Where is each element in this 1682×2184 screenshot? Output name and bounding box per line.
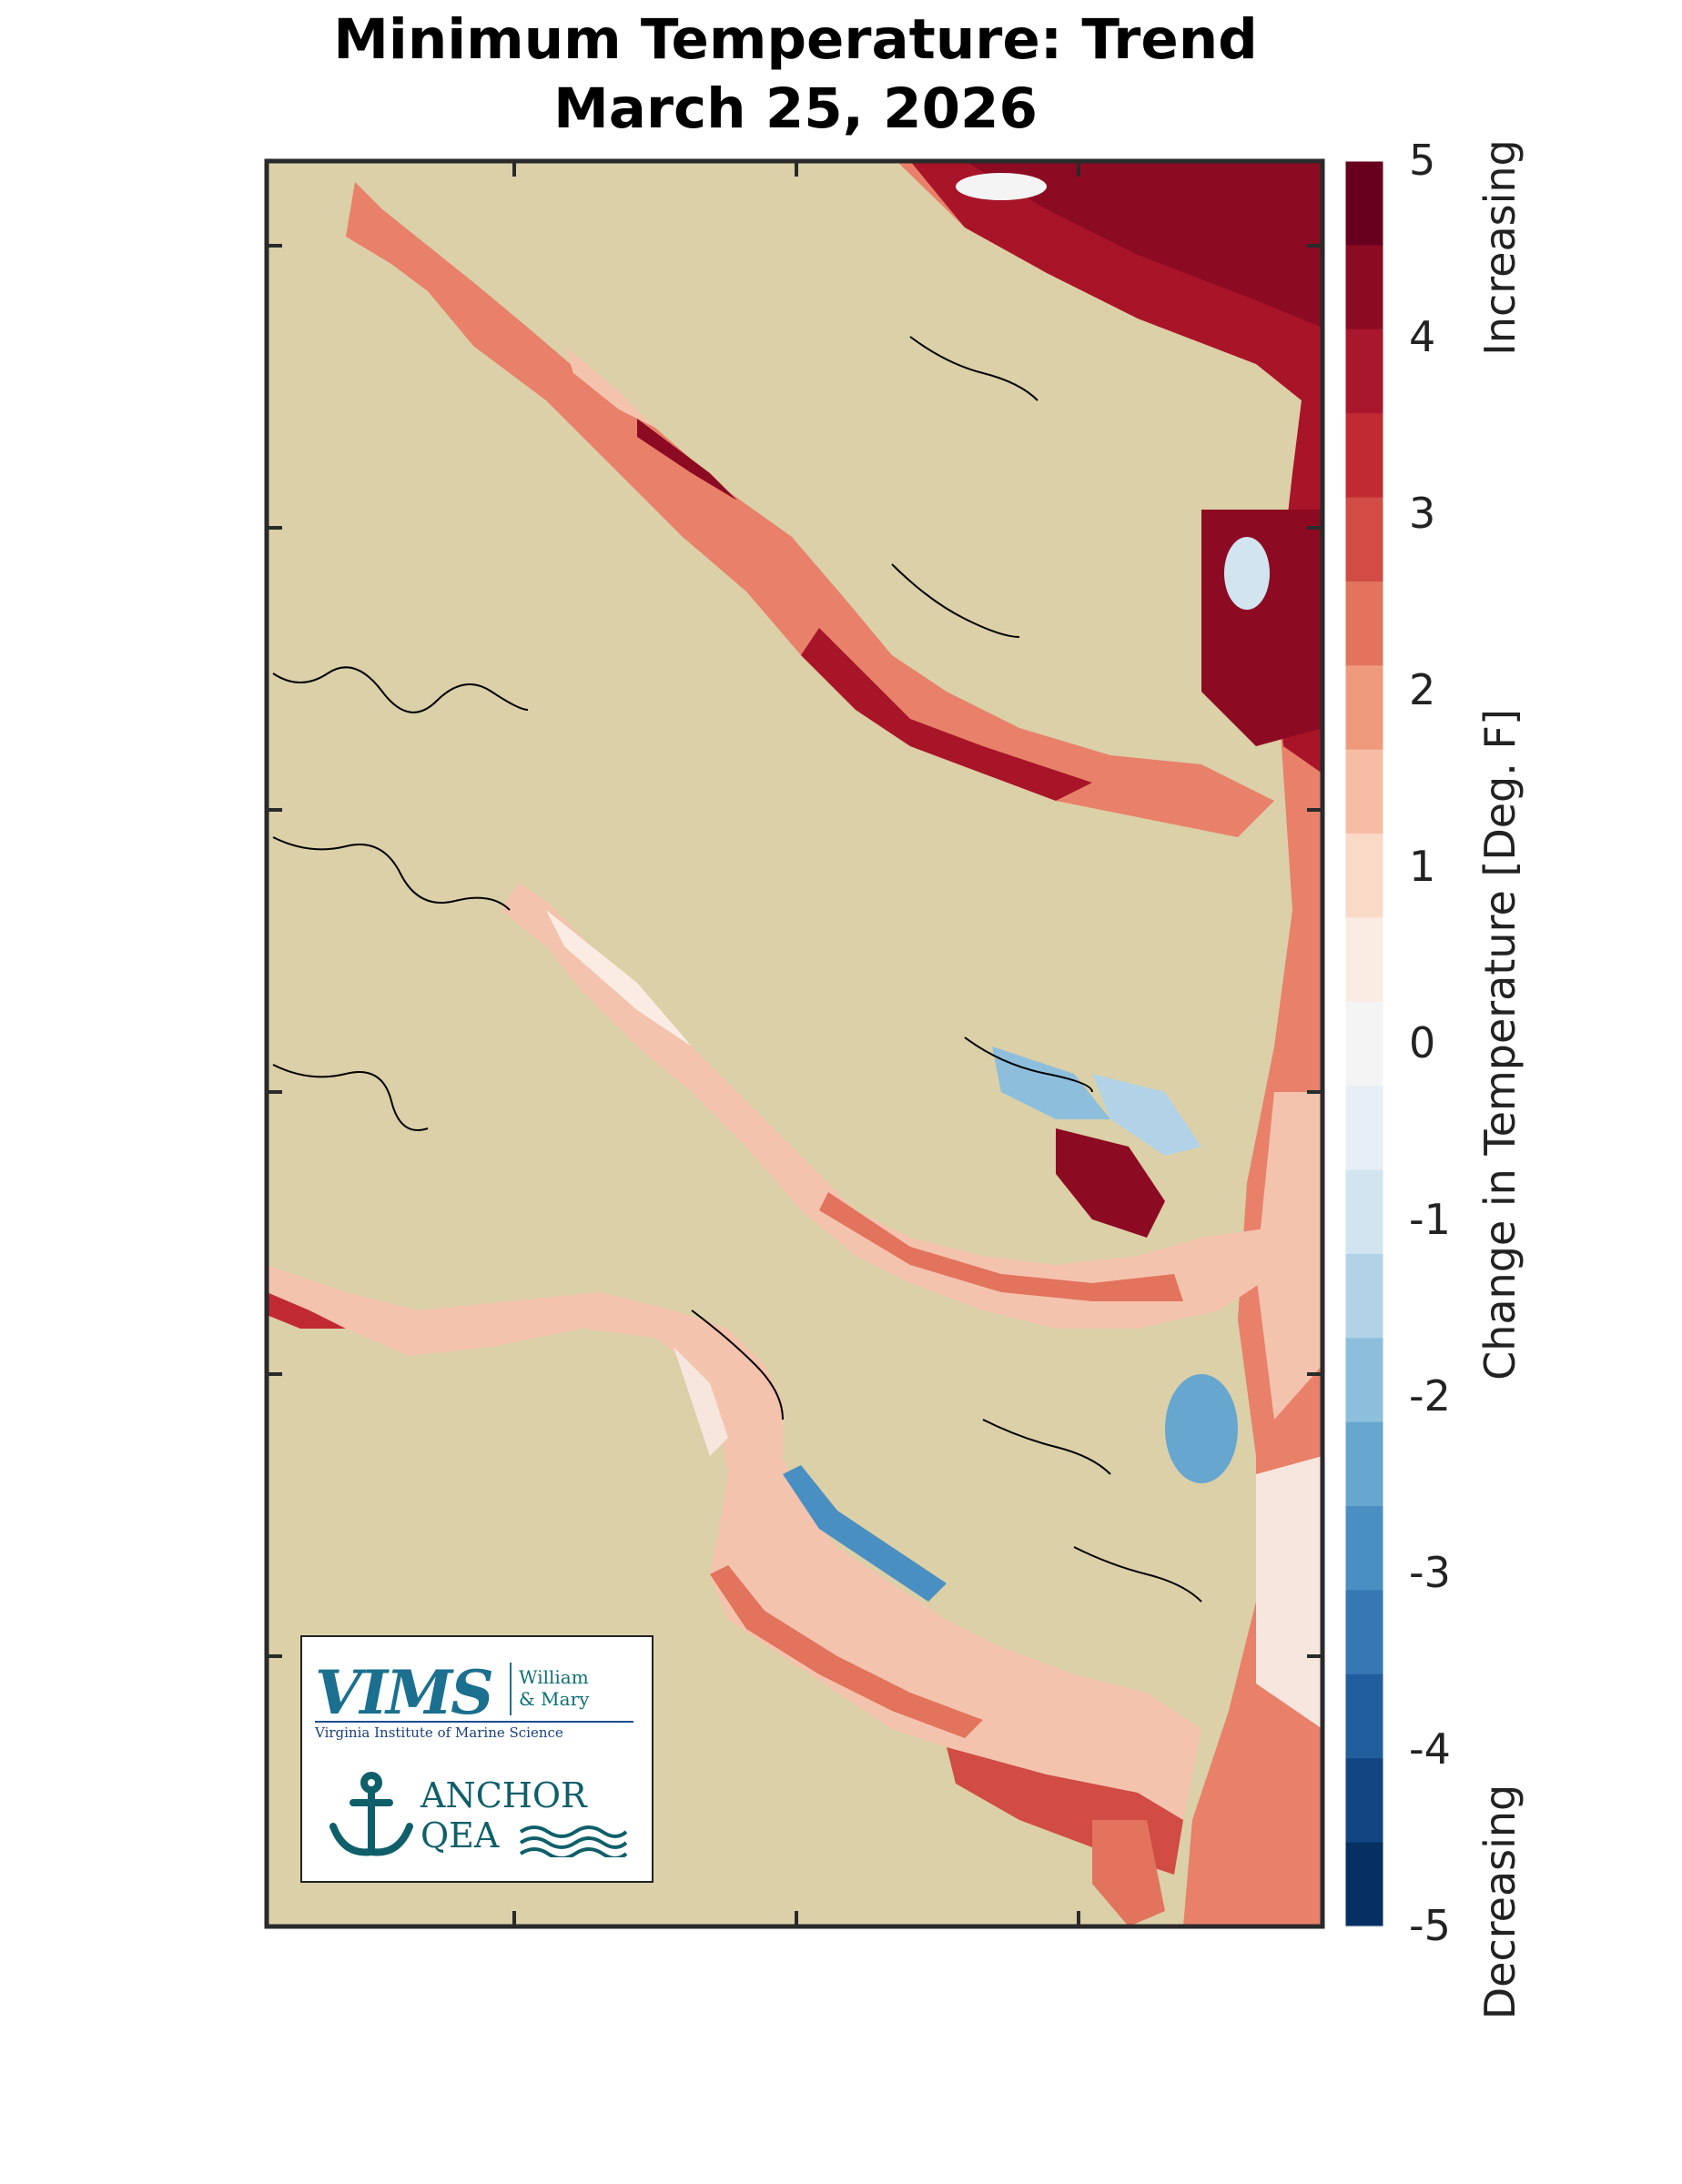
shoreline-details [272,336,1202,1603]
colorbar-tick-label: 4 [1409,312,1436,361]
logo-box: VIMS William & Mary Virginia Institute o… [300,1635,654,1883]
chesapeake-bay [897,161,1322,1926]
colorbar-segment [1345,161,1383,246]
colorbar-segment [1345,329,1383,414]
anchor-line-2: QEA [420,1815,500,1855]
colorbar-segment [1345,749,1383,834]
colorbar-segment [1345,1673,1383,1759]
colorbar-segment [1345,1842,1383,1927]
title-line-2: March 25, 2026 [553,76,1038,141]
colorbar-segment [1345,1758,1383,1844]
anchor-line-1: ANCHOR [420,1775,587,1815]
colorbar-segment [1345,1169,1383,1255]
waves-icon [519,1825,628,1857]
york-river [267,1265,1201,1926]
colorbar-top-label: Increasing [1475,139,1525,356]
colorbar-segment [1345,581,1383,666]
colorbar [1344,160,1384,1927]
colorbar-tick-label: -3 [1409,1548,1451,1597]
colorbar-tick-label: 0 [1409,1018,1436,1067]
vims-logo: VIMS [315,1657,494,1728]
logo-rule [315,1721,633,1723]
colorbar-segment [1345,1253,1383,1339]
logo-separator [510,1663,512,1715]
colorbar-bottom-label: Decreasing [1475,1784,1525,2020]
colorbar-segment [1345,834,1383,919]
map-title: Minimum Temperature: Trend March 25, 202… [0,5,1591,144]
colorbar-segment [1345,413,1383,499]
wm-line-2: & Mary [519,1688,590,1710]
colorbar-segment [1345,665,1383,751]
wm-line-1: William [519,1666,589,1688]
colorbar-tick-label: 5 [1409,136,1436,185]
potomac-river [346,182,1274,837]
colorbar-label: Change in Temperature [Deg. F] [1475,709,1525,1380]
colorbar-segment [1345,1506,1383,1592]
map-area [267,161,1322,1926]
colorbar-tick-label: 3 [1409,489,1436,538]
colorbar-tick-label: -5 [1409,1901,1451,1950]
colorbar-frame [1344,160,1384,1927]
title-line-1: Minimum Temperature: Trend [333,7,1258,72]
vims-subtitle: Virginia Institute of Marine Science [315,1724,563,1741]
colorbar-tick-label: -4 [1409,1724,1451,1774]
map-ticks [267,161,1322,1926]
colorbar-segment [1345,1421,1383,1507]
colorbar-segment [1345,1086,1383,1171]
colorbar-segment [1345,1338,1383,1423]
colorbar-tick-label: -1 [1409,1195,1451,1244]
colorbar-tick-label: 2 [1409,665,1436,714]
colorbar-segment [1345,245,1383,330]
colorbar-tick-label: 1 [1409,842,1436,891]
colorbar-segment [1345,917,1383,1003]
colorbar-segment [1345,1590,1383,1675]
colorbar-segment [1345,497,1383,582]
colorbar-segment [1345,1001,1383,1087]
rappahannock-river [501,883,1274,1329]
anchor-icon [329,1772,413,1856]
colorbar-tick-label: -2 [1409,1371,1451,1421]
